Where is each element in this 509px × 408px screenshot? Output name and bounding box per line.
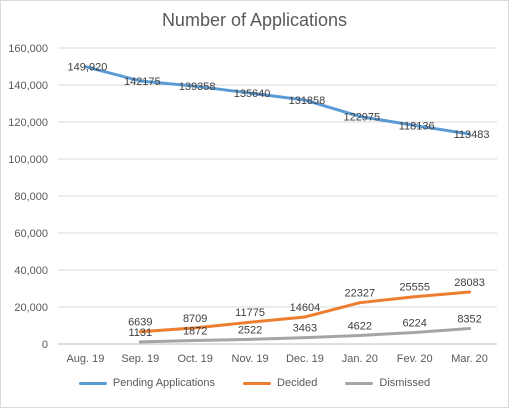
legend-swatch-pending — [78, 381, 107, 385]
x-tick-label: Jan. 20 — [342, 353, 378, 365]
data-label-pending-applications: 135640 — [234, 88, 271, 100]
data-label-dismissed: 1131 — [128, 327, 152, 339]
y-tick-label: 40,000 — [14, 265, 48, 277]
data-label-decided: 25555 — [399, 282, 430, 294]
legend-label-decided: Decided — [277, 377, 318, 389]
data-label-dismissed: 2522 — [238, 324, 262, 336]
x-tick-label: Nov. 19 — [232, 353, 269, 365]
data-label-pending-applications: 131858 — [289, 95, 326, 107]
y-tick-label: 60,000 — [14, 228, 48, 240]
data-label-pending-applications: 118136 — [399, 120, 435, 132]
data-label-decided: 28083 — [454, 277, 485, 289]
data-label-decided: 6639 — [128, 317, 152, 329]
y-tick-label: 160,000 — [8, 43, 48, 55]
x-tick-label: Mar. 20 — [451, 353, 488, 365]
chart-title: Number of Applications — [161, 10, 348, 30]
legend-label-dismissed: Dismissed — [379, 377, 431, 389]
data-label-decided: 14604 — [290, 302, 321, 314]
data-label-dismissed: 4622 — [348, 320, 372, 332]
data-label-dismissed: 3463 — [293, 323, 317, 335]
y-tick-label: 140,000 — [8, 80, 48, 92]
data-label-decided: 22327 — [345, 288, 376, 300]
data-label-dismissed: 8352 — [457, 314, 481, 326]
data-label-decided: 8709 — [183, 313, 207, 325]
y-tick-label: 0 — [42, 339, 48, 351]
legend-item-decided: Decided — [243, 377, 317, 389]
data-label-decided: 11775 — [235, 307, 265, 319]
legend-label-pending: Pending Applications — [112, 377, 216, 389]
data-label-pending-applications: 149,920 — [68, 62, 108, 74]
data-label-pending-applications: 139358 — [179, 81, 216, 93]
y-tick-label: 80,000 — [14, 191, 48, 203]
data-label-pending-applications: 113483 — [454, 129, 490, 141]
series-line-pending-applications — [83, 65, 472, 136]
y-tick-label: 100,000 — [8, 154, 48, 166]
legend-item-pending: Pending Applications — [78, 377, 216, 389]
x-tick-label: Fev. 20 — [397, 353, 433, 365]
x-tick-label: Sep. 19 — [121, 353, 159, 365]
x-tick-label: Aug. 19 — [66, 353, 104, 365]
data-label-pending-applications: 142175 — [124, 76, 161, 88]
legend-swatch-decided — [243, 381, 272, 385]
y-tick-label: 20,000 — [14, 302, 48, 314]
chart-legend: Pending Applications Decided Dismissed — [0, 377, 509, 389]
legend-swatch-dismissed — [345, 381, 374, 385]
data-label-dismissed: 6224 — [402, 317, 426, 329]
legend-item-dismissed: Dismissed — [345, 377, 430, 389]
y-tick-label: 120,000 — [8, 117, 48, 129]
data-label-dismissed: 1872 — [183, 326, 207, 338]
data-label-pending-applications: 122975 — [343, 111, 380, 123]
series-line-decided — [138, 290, 472, 334]
x-tick-label: Oct. 19 — [177, 353, 212, 365]
x-tick-label: Dec. 19 — [286, 353, 324, 365]
series-line-dismissed — [138, 327, 472, 344]
